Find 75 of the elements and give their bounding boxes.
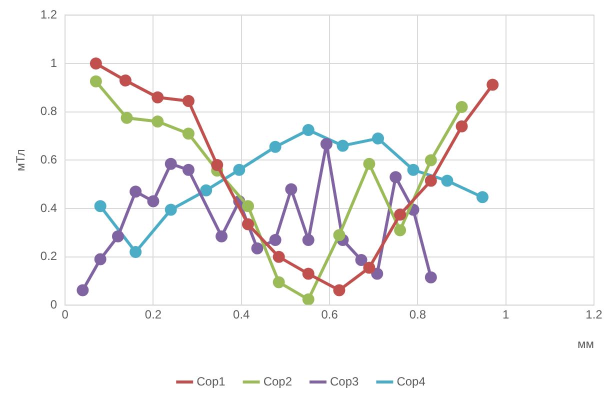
point bbox=[371, 268, 384, 280]
point bbox=[120, 112, 133, 124]
point bbox=[182, 128, 194, 140]
point bbox=[90, 58, 102, 70]
point bbox=[233, 164, 246, 176]
point bbox=[182, 164, 194, 176]
point bbox=[355, 254, 368, 266]
point bbox=[372, 132, 384, 144]
point bbox=[390, 171, 402, 184]
x-tick-label: 0.4 bbox=[233, 308, 250, 322]
point bbox=[216, 230, 228, 242]
y-tick-label: 0.8 bbox=[40, 104, 58, 118]
point bbox=[456, 120, 468, 132]
point bbox=[130, 246, 142, 258]
point bbox=[285, 183, 298, 196]
point bbox=[302, 124, 314, 136]
x-axis-title: мм bbox=[578, 337, 594, 352]
point bbox=[152, 116, 164, 128]
point bbox=[336, 140, 349, 152]
y-tick-label: 0.4 bbox=[40, 200, 58, 215]
point bbox=[164, 204, 177, 216]
y-tick-label: 0 bbox=[50, 298, 58, 312]
point bbox=[269, 140, 282, 153]
point bbox=[333, 229, 346, 242]
point bbox=[407, 164, 420, 176]
point bbox=[94, 200, 106, 212]
x-tick-label: 0 bbox=[62, 308, 69, 322]
point bbox=[200, 184, 212, 196]
point bbox=[272, 276, 285, 288]
point bbox=[76, 284, 89, 296]
point bbox=[441, 174, 454, 187]
point bbox=[90, 75, 102, 88]
point bbox=[164, 158, 177, 170]
point bbox=[251, 242, 264, 254]
point bbox=[302, 293, 314, 306]
y-tick-label: 1.2 bbox=[40, 8, 58, 22]
point bbox=[152, 91, 164, 104]
y-axis-title: мТл bbox=[14, 149, 28, 172]
point bbox=[424, 174, 437, 187]
point bbox=[242, 218, 254, 230]
point bbox=[394, 224, 406, 236]
point bbox=[302, 234, 314, 246]
point bbox=[94, 253, 106, 266]
point bbox=[333, 284, 346, 296]
legend-label: Cop2 bbox=[263, 374, 292, 388]
point bbox=[320, 138, 332, 150]
x-tick-label: 1 bbox=[502, 308, 510, 322]
point bbox=[147, 195, 160, 208]
x-tick-label: 0.8 bbox=[409, 308, 426, 322]
point bbox=[242, 200, 254, 212]
point bbox=[424, 154, 437, 166]
point bbox=[424, 271, 437, 284]
point bbox=[211, 159, 224, 172]
point bbox=[112, 230, 124, 242]
y-tick-label: 0.6 bbox=[40, 152, 58, 167]
y-tick-label: 1 bbox=[50, 56, 58, 70]
y-tick-label: 0.2 bbox=[40, 249, 58, 264]
point bbox=[476, 191, 488, 204]
point bbox=[119, 74, 132, 86]
point bbox=[272, 250, 285, 263]
legend-label: Cop1 bbox=[196, 374, 226, 388]
point bbox=[182, 94, 194, 107]
x-tick-label: 0.6 bbox=[321, 308, 338, 322]
point bbox=[130, 186, 142, 198]
point bbox=[456, 101, 468, 114]
legend-label: Cop3 bbox=[330, 374, 360, 388]
point bbox=[363, 158, 376, 170]
legend-label: Cop4 bbox=[396, 374, 426, 388]
point bbox=[363, 262, 376, 274]
point bbox=[302, 268, 314, 280]
point bbox=[486, 78, 499, 91]
point bbox=[269, 234, 282, 246]
x-tick-label: 0.2 bbox=[144, 308, 162, 322]
point bbox=[394, 208, 406, 221]
x-tick-label: 1.2 bbox=[586, 308, 603, 322]
